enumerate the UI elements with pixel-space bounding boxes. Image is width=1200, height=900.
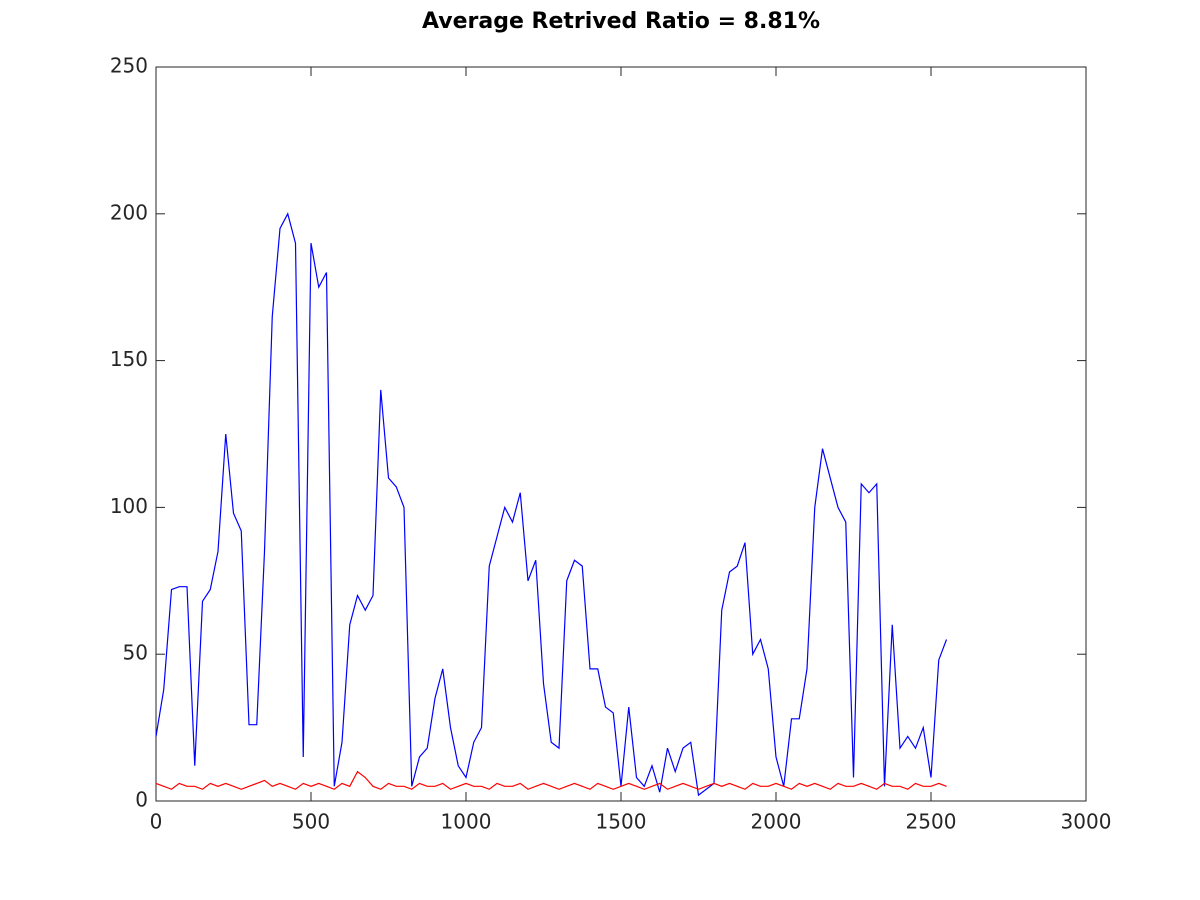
y-tick-label: 250 xyxy=(110,54,148,78)
y-tick-label: 50 xyxy=(123,641,148,665)
x-tick-label: 1000 xyxy=(441,810,492,834)
x-tick-label: 3000 xyxy=(1061,810,1112,834)
y-tick-label: 150 xyxy=(110,347,148,371)
y-tick-label: 100 xyxy=(110,494,148,518)
y-tick-label: 200 xyxy=(110,200,148,224)
series-line xyxy=(155,770,947,790)
y-tick-label: 0 xyxy=(135,788,148,812)
x-tick-label: 0 xyxy=(150,810,163,834)
x-tick-label: 2500 xyxy=(906,810,957,834)
chart-title: Average Retrived Ratio = 8.81% xyxy=(422,9,820,34)
x-tick-label: 2000 xyxy=(751,810,802,834)
series-line xyxy=(155,212,948,797)
x-tick-label: 500 xyxy=(292,810,330,834)
x-tick-label: 1500 xyxy=(596,810,647,834)
